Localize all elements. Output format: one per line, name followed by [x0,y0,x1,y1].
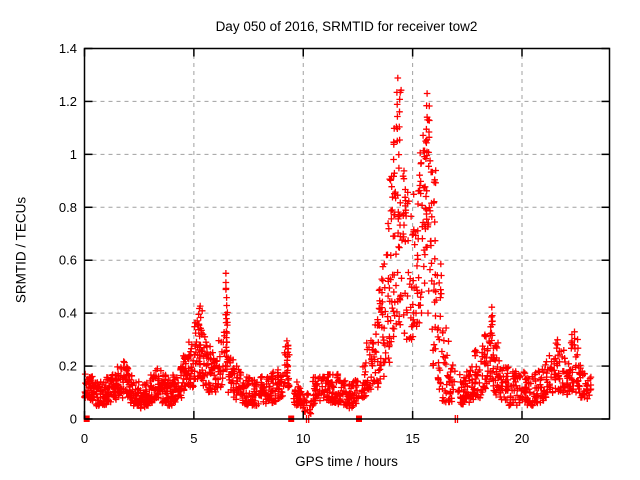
x-tick-label: 20 [515,431,529,446]
chart-title: Day 050 of 2016, SRMTID for receiver tow… [215,19,478,34]
y-tick-label: 1.2 [59,94,77,109]
grid-lines [84,48,610,419]
tick-labels: 0 5 10 15 20 0 0.2 0.4 0.6 0.8 1 1.2 1.4 [59,41,529,446]
axis-ticks [83,47,610,420]
border-rect [83,47,611,420]
y-tick-label: 0.6 [59,253,77,268]
zero-square-markers [83,415,362,422]
y-tick-label: 0 [70,412,77,427]
y-tick-label: 0.4 [59,306,77,321]
x-tick-label: 15 [405,431,419,446]
x-tick-label: 10 [296,431,310,446]
y-tick-label: 1 [70,147,77,162]
x-axis-label: GPS time / hours [295,454,398,469]
data-points [81,74,595,417]
x-tick-label: 0 [81,431,88,446]
scatter-plus-markers [81,74,595,417]
x-tick-label: 5 [190,431,197,446]
plot-border [83,47,611,420]
y-tick-label: 0.8 [59,200,77,215]
y-tick-label: 1.4 [59,41,77,56]
y-tick-label: 0.2 [59,359,77,374]
